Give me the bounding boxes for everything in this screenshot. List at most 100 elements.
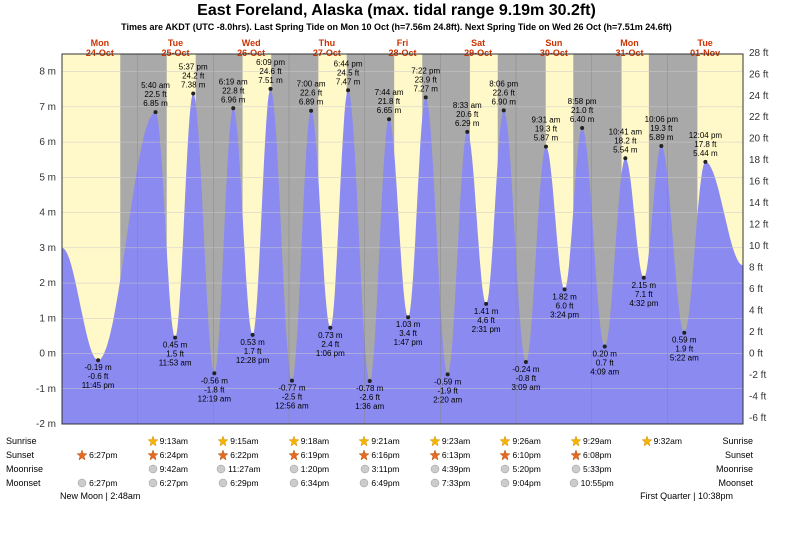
svg-text:6.96 m: 6.96 m bbox=[221, 95, 246, 104]
svg-text:-2.6 ft: -2.6 ft bbox=[360, 393, 381, 402]
svg-text:6.89 m: 6.89 m bbox=[299, 98, 324, 107]
moonset-row: Moonset 6:27pm6:27pm6:29pm6:34pm6:49pm7:… bbox=[0, 476, 793, 490]
moonset-cell: 7:33pm bbox=[415, 478, 486, 488]
svg-text:11:45 pm: 11:45 pm bbox=[82, 381, 115, 390]
sunrise-cell: 9:23am bbox=[415, 436, 486, 446]
svg-text:-2 m: -2 m bbox=[36, 419, 56, 430]
moonrise-cell: 5:33pm bbox=[556, 464, 627, 474]
svg-text:3:09 am: 3:09 am bbox=[511, 383, 540, 392]
svg-text:6:44 pm: 6:44 pm bbox=[334, 59, 363, 68]
svg-text:-0.8 ft: -0.8 ft bbox=[516, 374, 537, 383]
svg-text:-0.77 m: -0.77 m bbox=[278, 384, 305, 393]
svg-text:6.40 m: 6.40 m bbox=[570, 115, 595, 124]
svg-text:-0.56 m: -0.56 m bbox=[201, 376, 228, 385]
svg-text:Wed: Wed bbox=[242, 38, 261, 48]
chart-title: East Foreland, Alaska (max. tidal range … bbox=[0, 0, 793, 22]
moon-phase-row: New Moon | 2:48am First Quarter | 10:38p… bbox=[0, 490, 793, 502]
svg-text:0.7 ft: 0.7 ft bbox=[596, 358, 615, 367]
sunrise-cell bbox=[62, 436, 133, 446]
svg-text:20.6 ft: 20.6 ft bbox=[456, 110, 479, 119]
moonrise-cell: 5:20pm bbox=[485, 464, 556, 474]
svg-text:18 ft: 18 ft bbox=[749, 155, 769, 166]
svg-text:01-Nov: 01-Nov bbox=[690, 48, 720, 58]
moonset-label: Moonset bbox=[6, 478, 62, 488]
moonrise-cell: 3:11pm bbox=[344, 464, 415, 474]
svg-text:5.54 m: 5.54 m bbox=[613, 145, 638, 154]
svg-text:5:37 pm: 5:37 pm bbox=[179, 62, 208, 71]
svg-text:0.45 m: 0.45 m bbox=[163, 341, 188, 350]
svg-text:0.53 m: 0.53 m bbox=[240, 338, 265, 347]
svg-text:0.59 m: 0.59 m bbox=[672, 336, 697, 345]
tide-chart-container: East Foreland, Alaska (max. tidal range … bbox=[0, 0, 793, 539]
moonrise-cell: 9:42am bbox=[133, 464, 204, 474]
moonset-cell: 6:29pm bbox=[203, 478, 274, 488]
svg-text:7:22 pm: 7:22 pm bbox=[411, 66, 440, 75]
svg-text:-0.78 m: -0.78 m bbox=[356, 384, 383, 393]
svg-text:6.90 m: 6.90 m bbox=[492, 97, 517, 106]
svg-text:19.3 ft: 19.3 ft bbox=[535, 125, 558, 134]
svg-text:-0.59 m: -0.59 m bbox=[434, 377, 461, 386]
moonrise-label: Moonrise bbox=[6, 464, 62, 474]
svg-text:1:06 pm: 1:06 pm bbox=[316, 349, 345, 358]
moonset-cell: 6:34pm bbox=[274, 478, 345, 488]
svg-text:0 ft: 0 ft bbox=[749, 349, 763, 360]
svg-text:1:47 pm: 1:47 pm bbox=[394, 338, 423, 347]
svg-text:Tue: Tue bbox=[168, 38, 183, 48]
svg-text:28-Oct: 28-Oct bbox=[388, 48, 416, 58]
sunrise-label-r: Sunrise bbox=[697, 436, 753, 446]
moon-phase-right: First Quarter | 10:38pm bbox=[640, 491, 733, 501]
svg-text:5:40 am: 5:40 am bbox=[141, 81, 170, 90]
svg-text:9:31 am: 9:31 am bbox=[532, 116, 561, 125]
svg-text:Fri: Fri bbox=[397, 38, 409, 48]
svg-text:12:19 am: 12:19 am bbox=[198, 394, 232, 403]
svg-text:2 ft: 2 ft bbox=[749, 327, 763, 338]
svg-text:0.73 m: 0.73 m bbox=[318, 331, 343, 340]
svg-text:Sun: Sun bbox=[545, 38, 562, 48]
svg-text:28 ft: 28 ft bbox=[749, 48, 769, 59]
svg-text:7.38 m: 7.38 m bbox=[181, 80, 206, 89]
moonset-cell: 9:04pm bbox=[485, 478, 556, 488]
moonrise-cell bbox=[62, 464, 133, 474]
sunrise-row: Sunrise 9:13am9:15am9:18am9:21am9:23am9:… bbox=[0, 434, 793, 448]
svg-text:6.0 ft: 6.0 ft bbox=[556, 301, 575, 310]
moon-phase-left: New Moon | 2:48am bbox=[60, 491, 140, 501]
svg-text:22.8 ft: 22.8 ft bbox=[222, 86, 245, 95]
svg-text:31-Oct: 31-Oct bbox=[615, 48, 643, 58]
svg-text:-1.9 ft: -1.9 ft bbox=[437, 386, 458, 395]
svg-text:10 ft: 10 ft bbox=[749, 241, 769, 252]
svg-text:24.5 ft: 24.5 ft bbox=[337, 68, 360, 77]
svg-text:-4 ft: -4 ft bbox=[749, 391, 766, 402]
svg-text:5.89 m: 5.89 m bbox=[649, 133, 674, 142]
svg-text:2.15 m: 2.15 m bbox=[632, 281, 657, 290]
svg-text:4 ft: 4 ft bbox=[749, 306, 763, 317]
svg-text:18.2 ft: 18.2 ft bbox=[614, 136, 637, 145]
svg-text:1.9 ft: 1.9 ft bbox=[675, 345, 694, 354]
sunset-cell: 6:19pm bbox=[274, 450, 345, 460]
svg-text:Tue: Tue bbox=[697, 38, 712, 48]
svg-text:7.47 m: 7.47 m bbox=[336, 77, 361, 86]
svg-text:1.82 m: 1.82 m bbox=[552, 292, 577, 301]
svg-text:5 m: 5 m bbox=[39, 172, 56, 183]
sunrise-cell: 9:13am bbox=[133, 436, 204, 446]
svg-text:-1.8 ft: -1.8 ft bbox=[204, 385, 225, 394]
svg-text:8:33 am: 8:33 am bbox=[453, 101, 482, 110]
svg-text:-0.6 ft: -0.6 ft bbox=[88, 372, 109, 381]
svg-text:4:09 am: 4:09 am bbox=[590, 367, 619, 376]
sunset-label: Sunset bbox=[6, 450, 62, 460]
svg-text:8 m: 8 m bbox=[39, 67, 56, 78]
svg-text:-0.24 m: -0.24 m bbox=[512, 365, 539, 374]
svg-text:0 m: 0 m bbox=[39, 349, 56, 360]
svg-text:16 ft: 16 ft bbox=[749, 177, 769, 188]
sunrise-cell: 9:32am bbox=[627, 436, 698, 446]
svg-text:22.5 ft: 22.5 ft bbox=[144, 90, 167, 99]
sunrise-cell: 9:18am bbox=[274, 436, 345, 446]
svg-text:3.4 ft: 3.4 ft bbox=[399, 329, 418, 338]
svg-text:30-Oct: 30-Oct bbox=[540, 48, 568, 58]
svg-text:5.87 m: 5.87 m bbox=[534, 134, 559, 143]
svg-text:24-Oct: 24-Oct bbox=[86, 48, 114, 58]
svg-text:22.6 ft: 22.6 ft bbox=[300, 89, 323, 98]
svg-text:12 ft: 12 ft bbox=[749, 220, 769, 231]
svg-text:7 m: 7 m bbox=[39, 102, 56, 113]
svg-text:-1 m: -1 m bbox=[36, 384, 56, 395]
svg-text:1.03 m: 1.03 m bbox=[396, 320, 421, 329]
